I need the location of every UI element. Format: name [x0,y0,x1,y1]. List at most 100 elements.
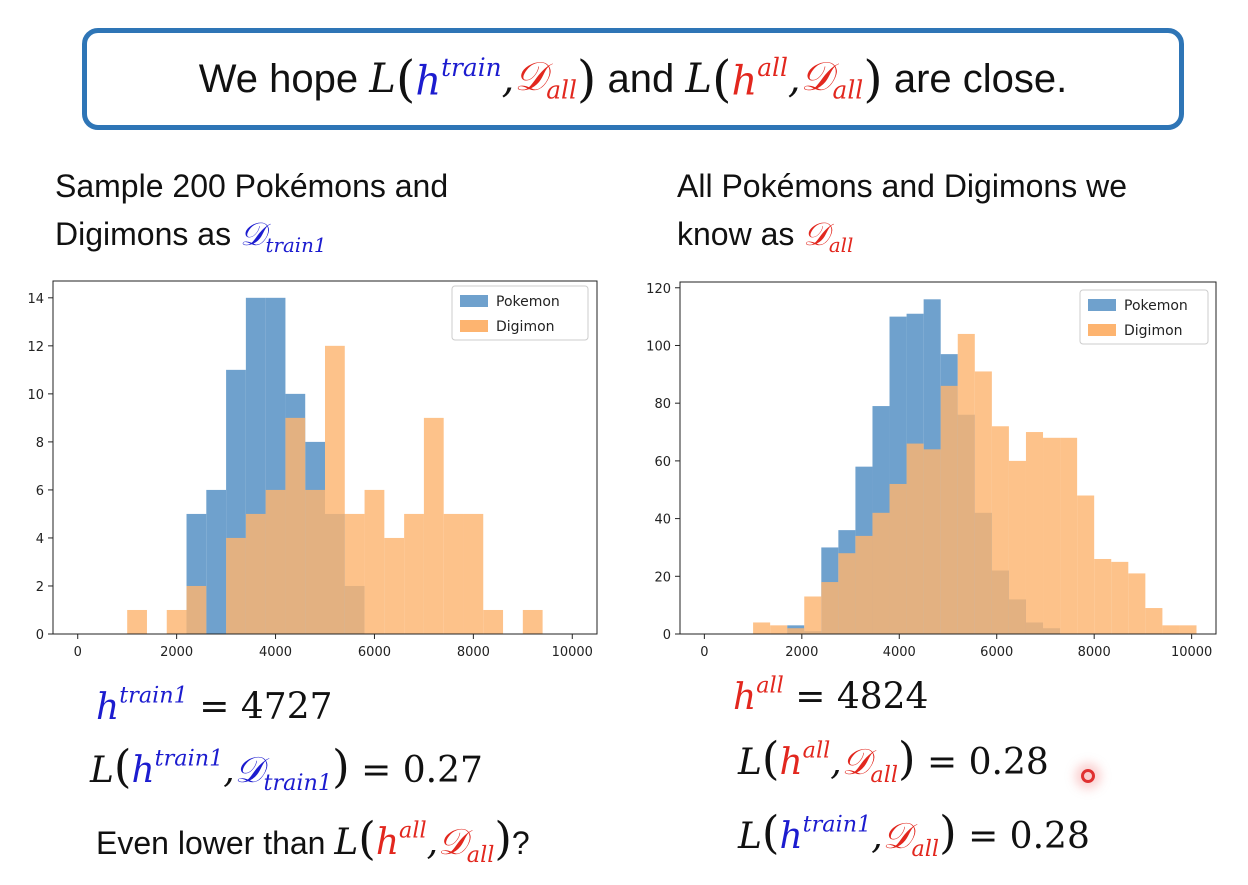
legend-swatch-pokemon [460,295,488,307]
left-description: Sample 200 Pokémons and Digimons as 𝒟tra… [55,162,448,270]
comma: , [501,56,515,102]
y-tick-label: 20 [654,570,671,585]
series-digimon [753,333,1197,634]
y-tick-label: 100 [646,339,671,354]
right-desc-line1: All Pokémons and Digimons we [677,168,1127,204]
bar-digimon-15 [423,417,444,634]
headline-box [82,28,1184,130]
right-eq2-D: 𝒟all [841,742,898,788]
left-eq2-D: 𝒟train1 [234,750,333,796]
bar-digimon-0 [753,622,771,634]
bar-digimon-14 [991,426,1009,634]
bar-digimon-10 [325,345,345,634]
bar-digimon-11 [344,513,365,634]
left-eq2: L(htrain1,𝒟train1) = 0.27 [90,740,483,796]
legend-swatch-pokemon [1088,299,1116,311]
x-tick-label: 8000 [457,645,490,660]
bar-digimon-0 [127,609,147,634]
right-histogram: 0 2000 4000 6000 8000 10000 0 20 40 60 80 100 120 Pok… [646,281,1217,660]
headline-prefix: We hope [198,56,370,101]
right-eq2: L(hall,𝒟all) = 0.28 [738,732,1049,788]
bar-digimon-6 [245,513,266,634]
bar-digimon-25 [1179,625,1197,634]
headline-mid: and [596,56,686,101]
left-question: Even lower than L(hall,𝒟all)? [96,812,530,868]
bar-digimon-2 [166,609,187,634]
headline-h-train: htrain [415,53,502,105]
bar-digimon-21 [1111,561,1129,634]
y-tick-label: 80 [654,397,671,412]
y-tick-label: 10 [27,388,44,403]
bar-digimon-7 [872,512,890,634]
y-tick-label: 60 [654,455,671,470]
x-tick-label: 6000 [980,645,1013,660]
x-tick-label: 10000 [1171,645,1212,660]
paren-close: ) [576,50,597,108]
bar-digimon-9 [305,489,325,634]
bar-digimon-13 [974,371,992,634]
x-tick-label: 4000 [259,645,292,660]
bar-digimon-16 [443,513,464,634]
series-digimon [127,345,543,634]
x-tick-label: 0 [700,645,708,660]
y-tick-label: 40 [654,513,671,528]
bar-digimon-5 [838,553,856,634]
bar-digimon-3 [804,596,822,634]
paren-close: ) [863,50,883,108]
bar-digimon-13 [384,537,405,634]
headline-h-all: hall [731,53,788,105]
bar-digimon-1 [770,625,788,634]
legend: Pokemon Digimon [451,285,589,341]
left-question-h: hall [375,817,427,863]
left-question-D: 𝒟all [438,822,495,868]
right-eq3-h: htrain1 [779,811,872,857]
right-description: All Pokémons and Digimons we know as 𝒟al… [677,162,1127,270]
y-tick-label: 0 [663,628,671,643]
bar-digimon-12 [364,489,385,634]
bar-digimon-3 [186,585,207,634]
bar-digimon-23 [1145,608,1163,634]
legend-swatch-digimon [460,320,488,332]
x-tick-label: 4000 [883,645,916,660]
right-desc-D-all: 𝒟all [803,215,854,257]
paren-open: ( [711,50,732,108]
right-eq3: L(htrain1,𝒟all) = 0.28 [738,806,1090,862]
left-eq1: htrain1 = 4727 [96,682,333,728]
y-tick-label: 2 [36,580,44,595]
bar-digimon-20 [1094,558,1112,634]
x-tick-label: 0 [74,645,82,660]
plot-frame [679,281,1217,635]
y-tick-label: 6 [36,484,44,499]
legend: Pokemon Digimon [1079,289,1209,345]
bar-digimon-22 [1128,573,1146,634]
legend-swatch-digimon [1088,324,1116,336]
left-eq2-h: htrain1 [131,745,224,791]
bar-digimon-10 [923,449,941,634]
x-tick-label: 2000 [785,645,818,660]
paren-open: ( [395,50,416,108]
right-desc-line2: know as 𝒟all [677,215,854,257]
bar-digimon-16 [1025,432,1044,634]
headline: We hope L(htrain, 𝒟all) and L(hall, 𝒟all) … [82,28,1184,130]
bar-digimon-4 [821,582,839,634]
right-eq2-h: hall [779,737,831,783]
bar-digimon-5 [226,537,246,634]
headline-D-all-2: 𝒟all [800,53,864,105]
bar-digimon-8 [889,483,907,634]
left-desc-D-train1: 𝒟train1 [239,215,327,257]
bar-digimon-7 [265,489,286,634]
x-tick-label: 2000 [160,645,193,660]
bar-digimon-24 [1162,625,1180,634]
bar-digimon-9 [906,443,924,634]
x-tick-label: 10000 [552,645,593,660]
headline-L2: L [685,56,712,102]
right-eq1: hall = 4824 [733,672,929,718]
bar-digimon-18 [483,609,504,634]
y-tick-label: 120 [646,282,671,297]
right-eq1-h: hall [733,672,784,718]
bar-digimon-14 [404,513,424,634]
legend-label-digimon: Digimon [496,319,555,335]
bar-digimon-17 [1043,437,1061,634]
left-eq1-h: htrain1 [96,682,188,728]
bar-digimon-12 [957,333,975,634]
